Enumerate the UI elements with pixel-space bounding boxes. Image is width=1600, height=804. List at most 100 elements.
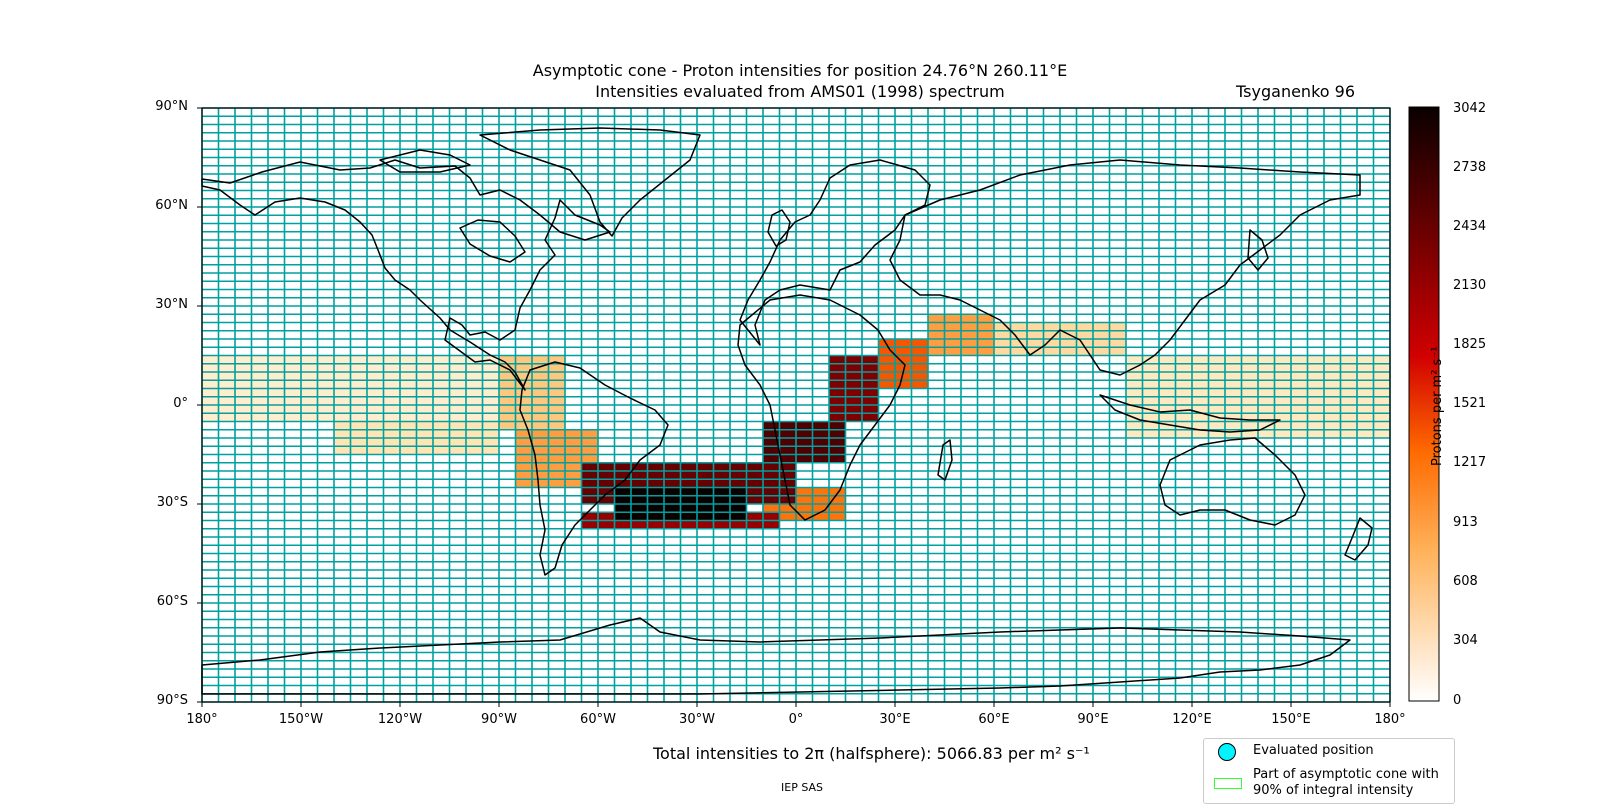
heat-cell bbox=[1241, 355, 1258, 364]
heat-cell bbox=[416, 429, 433, 438]
coast-britain bbox=[767, 209, 791, 247]
heat-cell bbox=[1324, 396, 1341, 405]
heat-cell bbox=[1274, 363, 1291, 372]
heat-cell bbox=[862, 355, 879, 364]
heat-cell bbox=[845, 363, 862, 372]
heat-cell bbox=[416, 413, 433, 422]
heat-cell bbox=[911, 355, 928, 364]
heat-cell bbox=[367, 438, 384, 447]
heat-cell bbox=[713, 520, 730, 529]
heat-cell bbox=[631, 504, 648, 513]
heat-cell bbox=[1291, 413, 1308, 422]
heat-cell bbox=[251, 388, 268, 397]
heat-cell bbox=[334, 413, 351, 422]
heat-cell bbox=[1208, 429, 1225, 438]
lon-tick-7: 30°E bbox=[879, 712, 911, 727]
heat-cell bbox=[400, 429, 417, 438]
heat-cell bbox=[548, 372, 565, 381]
heat-cell bbox=[532, 462, 549, 471]
heat-cell bbox=[1373, 429, 1390, 438]
heat-cell bbox=[334, 421, 351, 430]
heat-cell bbox=[1142, 355, 1159, 364]
heat-cell bbox=[994, 347, 1011, 356]
heat-cell bbox=[1093, 322, 1110, 331]
heat-cell bbox=[1274, 421, 1291, 430]
heat-cell bbox=[433, 372, 450, 381]
heat-cell bbox=[202, 388, 219, 397]
heat-cell bbox=[1175, 396, 1192, 405]
heat-cell bbox=[944, 347, 961, 356]
heat-cell bbox=[350, 413, 367, 422]
heat-cell bbox=[1357, 372, 1374, 381]
cb-tick-2: 2434 bbox=[1453, 219, 1487, 234]
heat-cell bbox=[350, 388, 367, 397]
heat-cell bbox=[1192, 363, 1209, 372]
heat-cell bbox=[1175, 413, 1192, 422]
heat-cell bbox=[598, 495, 615, 504]
heat-cell bbox=[548, 405, 565, 414]
heat-cell bbox=[796, 446, 813, 455]
heat-cell bbox=[1373, 413, 1390, 422]
heat-cell bbox=[515, 454, 532, 463]
heat-cell bbox=[878, 347, 895, 356]
heat-cell bbox=[251, 405, 268, 414]
heat-cell bbox=[1192, 421, 1209, 430]
heat-cell bbox=[1159, 380, 1176, 389]
heat-cell bbox=[796, 504, 813, 513]
cb-tick-7: 913 bbox=[1453, 515, 1478, 530]
heat-cell bbox=[235, 380, 252, 389]
heat-cell bbox=[449, 429, 466, 438]
heat-cell bbox=[779, 429, 796, 438]
heat-cell bbox=[515, 429, 532, 438]
heat-cell bbox=[1225, 413, 1242, 422]
heat-cell bbox=[1093, 339, 1110, 348]
heat-cell bbox=[1258, 372, 1275, 381]
heat-cell bbox=[1291, 396, 1308, 405]
heat-cell bbox=[532, 372, 549, 381]
legend: Evaluated position Part of asymptotic co… bbox=[1203, 738, 1455, 804]
heat-cell bbox=[515, 388, 532, 397]
heat-cell bbox=[977, 330, 994, 339]
heat-cell bbox=[1340, 413, 1357, 422]
heat-cell bbox=[1159, 355, 1176, 364]
heat-cell bbox=[334, 396, 351, 405]
heat-cell bbox=[598, 462, 615, 471]
heat-cell bbox=[730, 520, 747, 529]
heat-cell bbox=[895, 372, 912, 381]
heat-cell bbox=[746, 512, 763, 521]
heat-cell bbox=[664, 504, 681, 513]
heat-cell bbox=[631, 471, 648, 480]
heat-cell bbox=[1060, 322, 1077, 331]
heat-cell bbox=[301, 355, 318, 364]
heat-cell bbox=[367, 405, 384, 414]
heat-cell bbox=[1159, 363, 1176, 372]
heat-cell bbox=[1258, 421, 1275, 430]
cb-tick-6: 1217 bbox=[1453, 455, 1487, 470]
heat-cell bbox=[482, 380, 499, 389]
heat-cell bbox=[1291, 405, 1308, 414]
heat-cell bbox=[812, 454, 829, 463]
heat-cell bbox=[301, 372, 318, 381]
heat-cell bbox=[532, 413, 549, 422]
heat-cell bbox=[845, 380, 862, 389]
heat-cell bbox=[664, 520, 681, 529]
heat-cell bbox=[1241, 396, 1258, 405]
heat-cell bbox=[878, 355, 895, 364]
heat-cell bbox=[713, 512, 730, 521]
heat-cell bbox=[416, 446, 433, 455]
heat-cell bbox=[284, 363, 301, 372]
heat-cell bbox=[1291, 380, 1308, 389]
heat-cell bbox=[928, 347, 945, 356]
heat-cell bbox=[1241, 388, 1258, 397]
heat-cell bbox=[235, 405, 252, 414]
tick-marks bbox=[197, 107, 1391, 707]
heat-cell bbox=[1373, 388, 1390, 397]
heat-cell bbox=[350, 380, 367, 389]
heat-cell bbox=[680, 520, 697, 529]
heat-cell bbox=[334, 355, 351, 364]
heat-cell bbox=[647, 462, 664, 471]
heat-cell bbox=[284, 380, 301, 389]
heat-cell bbox=[334, 372, 351, 381]
heat-cell bbox=[416, 372, 433, 381]
heat-cell bbox=[845, 405, 862, 414]
